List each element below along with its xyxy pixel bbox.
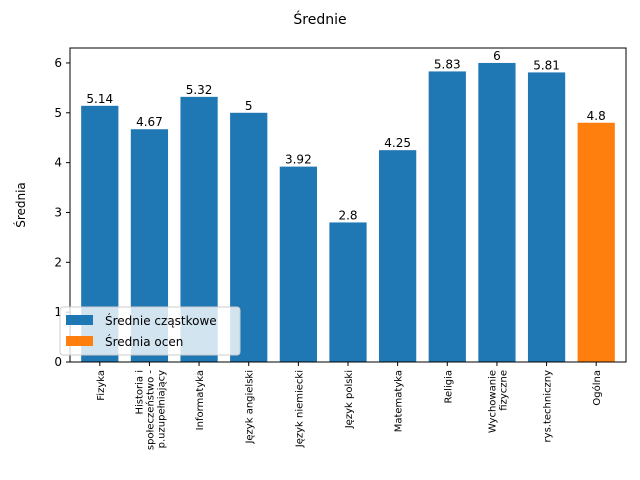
x-tick-label: społeczeństwo -: [144, 370, 156, 451]
plot-frame: [69, 47, 627, 363]
bar-value-label: 5.14: [86, 92, 113, 106]
x-tick-label: Język niemiecki: [294, 370, 305, 448]
legend-label: Średnia ocen: [105, 334, 183, 349]
x-tick-label: Informatyka: [195, 370, 206, 430]
legend-swatch: [66, 336, 93, 346]
bar: [577, 122, 615, 362]
bar: [428, 71, 466, 362]
y-tick-label: 0: [54, 355, 62, 369]
bar: [379, 150, 417, 362]
bar-value-label: 5.32: [186, 83, 213, 97]
x-tick-label: Fizyka: [96, 370, 107, 401]
y-tick-label: 3: [54, 205, 62, 219]
bar-value-label: 5: [245, 99, 253, 113]
y-tick-label: 2: [54, 255, 62, 269]
x-tick-label: Matematyka: [394, 370, 405, 432]
bar: [478, 62, 516, 362]
y-axis: 0 1 2 3 4 5 6: [54, 56, 70, 369]
legend-swatch: [66, 315, 93, 325]
bar: [527, 72, 566, 362]
x-tick-label: Historia i: [134, 370, 145, 415]
bar: [279, 166, 317, 362]
legend: Średnie cząstkowe Średnia ocen: [59, 306, 241, 356]
bar-value-label: 6: [493, 49, 501, 63]
x-tick-label: rys.techniczny: [543, 370, 554, 443]
bar-value-label: 4.25: [384, 136, 411, 150]
bar-value-label: 4.67: [136, 115, 163, 129]
y-tick-label: 1: [54, 305, 62, 319]
y-tick-label: 6: [54, 56, 62, 70]
x-tick-label: p.uzupełniający: [156, 370, 167, 448]
x-tick-label: Ogólna: [591, 370, 603, 406]
y-tick-label: 5: [54, 106, 62, 120]
x-tick-label: Język angielski: [245, 370, 256, 445]
bar-value-label: 4.8: [587, 109, 606, 123]
x-tick-label: Język polski: [344, 370, 355, 429]
y-tick-label: 4: [54, 156, 62, 170]
bar: [329, 222, 367, 362]
bar-value-labels: 5.14 4.67 5.32 5 3.92 2.8 4.25 5.83 6 5.81 4.8: [86, 49, 605, 222]
x-tick-label: Religia: [443, 370, 454, 403]
legend-label: Średnie cząstkowe: [105, 313, 217, 328]
legend-box: [59, 306, 241, 356]
bar-value-label: 2.8: [338, 208, 357, 222]
x-axis: Fizyka Historia i społeczeństwo - p.uzupełn…: [96, 362, 603, 450]
bar-value-label: 5.81: [533, 58, 560, 72]
bar-value-label: 5.83: [434, 57, 461, 71]
bar-value-label: 3.92: [285, 153, 312, 167]
y-axis-label: Średnia: [13, 182, 28, 228]
chart-title: Średnie: [293, 10, 346, 28]
x-tick-label: fizyczne: [498, 370, 509, 411]
x-tick-label: Wychowanie: [487, 370, 498, 433]
